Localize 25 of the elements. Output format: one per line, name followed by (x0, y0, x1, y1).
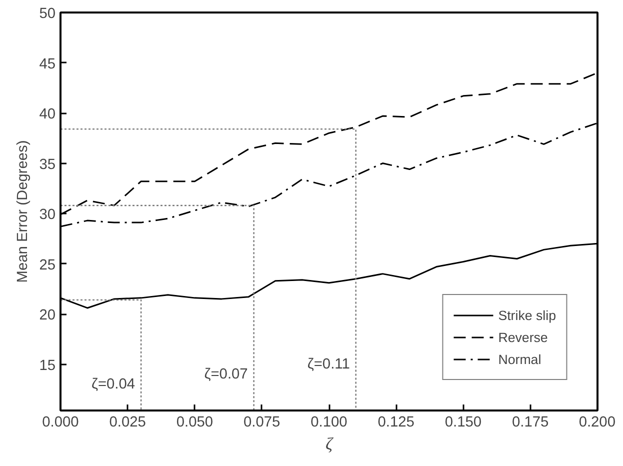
x-axis-title: ζ (325, 434, 334, 454)
x-tick-label: 0.075 (244, 414, 280, 430)
x-tick-label: 0.025 (109, 414, 146, 430)
x-tick-label: 0.125 (378, 414, 414, 430)
x-tick-label: 0.050 (176, 414, 214, 430)
y-tick-label: 35 (39, 156, 56, 173)
annotation: ζ=0.07 (204, 366, 248, 382)
y-tick-label: 45 (39, 56, 56, 72)
x-tick-label: 0.200 (578, 414, 616, 430)
legend-label: Strike slip (498, 308, 556, 322)
y-tick-label: 20 (39, 308, 56, 324)
x-tick-label: 0.150 (444, 414, 482, 430)
y-tick-label: 40 (39, 106, 56, 123)
annotation: ζ=0.11 (307, 356, 350, 372)
x-tick-label: 0.175 (512, 414, 549, 430)
x-tick-label: 0.100 (310, 414, 348, 430)
x-tick-label: 0.000 (42, 414, 79, 430)
y-tick-label: 25 (39, 257, 56, 274)
y-tick-label: 50 (39, 6, 56, 22)
legend-label: Reverse (498, 330, 548, 344)
annotation: ζ=0.04 (92, 376, 136, 392)
y-tick-label: 30 (39, 207, 56, 224)
y-axis-title: Mean Error (Degrees) (15, 140, 32, 283)
y-tick-label: 15 (39, 358, 56, 374)
legend-label: Normal (498, 352, 542, 366)
